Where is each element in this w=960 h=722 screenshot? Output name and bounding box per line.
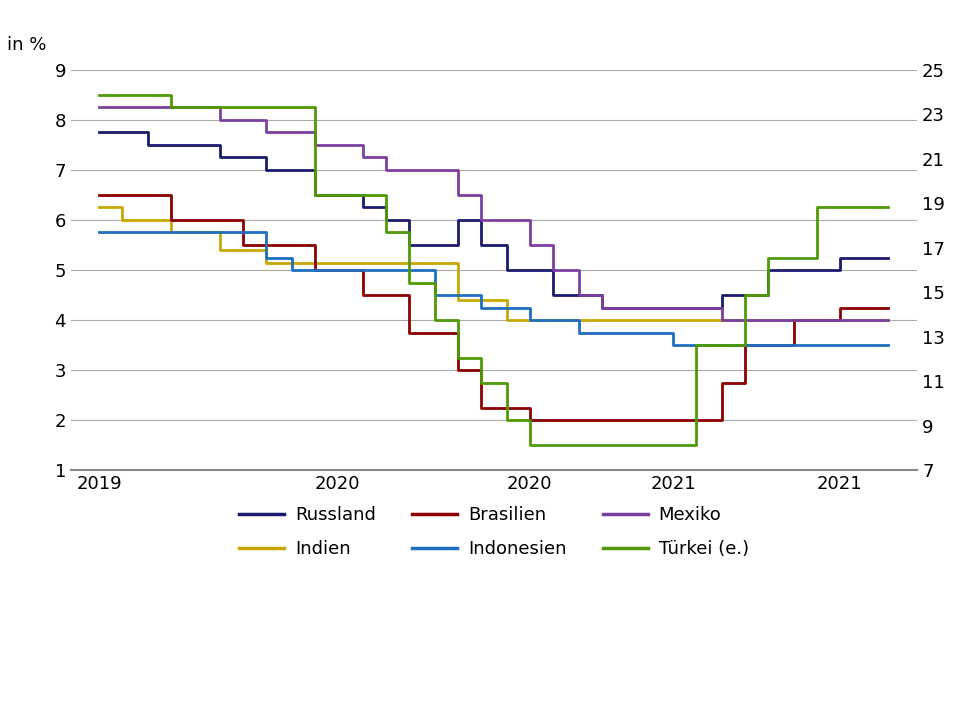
Legend: Russland, Indien, Brasilien, Indonesien, Mexiko, Türkei (e.): Russland, Indien, Brasilien, Indonesien,… bbox=[232, 499, 756, 565]
Text: in %: in % bbox=[8, 35, 47, 53]
